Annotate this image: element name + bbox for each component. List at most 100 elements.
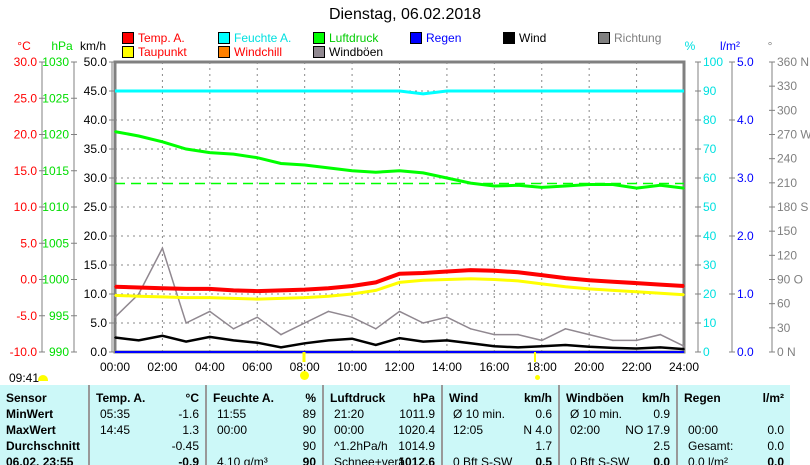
legend-label: Windböen xyxy=(329,45,384,59)
data-point xyxy=(256,298,259,300)
axis-tick-label-rain: 4.0 xyxy=(737,113,754,127)
legend-swatch xyxy=(122,46,134,58)
x-tick-label: 12:00 xyxy=(384,360,414,374)
data-point xyxy=(446,270,448,273)
axis-tick-label-wind: 50.0 xyxy=(84,55,108,69)
data-point xyxy=(185,340,187,343)
column-header: Regen xyxy=(684,391,721,405)
data-point xyxy=(327,310,330,313)
legend-item: Regen xyxy=(410,31,461,45)
data-point xyxy=(374,289,377,292)
data-point xyxy=(588,183,590,186)
cell-value: 0.0 xyxy=(767,439,784,453)
cell-value: 90 xyxy=(302,423,316,437)
table-column-temp-a-: Temp. A. °C 05:35 -1.6 14:45 1.3 -0.45 -0.9 xyxy=(88,385,207,465)
data-point xyxy=(374,171,377,173)
axis-tick-label-pressure: 1030 xyxy=(42,55,69,69)
data-point xyxy=(161,287,164,290)
column-unit: % xyxy=(305,391,316,405)
cell-value: 2.5 xyxy=(653,439,670,453)
axis-tick-label-wind: 30.0 xyxy=(84,171,108,185)
axis-tick-label-wind: 25.0 xyxy=(84,200,108,214)
axis-tick-label-humidity: 60 xyxy=(703,171,717,185)
data-point xyxy=(209,288,211,290)
column-unit: l/m² xyxy=(762,391,784,405)
data-point xyxy=(137,293,140,295)
axis-tick-label-temp: -5.0 xyxy=(16,309,37,323)
cell-note: 12:05 xyxy=(453,423,484,437)
cell-note: 14:45 xyxy=(100,423,131,437)
legend-swatch xyxy=(313,32,325,44)
data-point xyxy=(517,346,519,349)
axis-tick-label-pressure: 1010 xyxy=(42,200,69,214)
axis-tick-label-wind: 0.0 xyxy=(90,345,107,359)
axis-tick-label-pressure: 1020 xyxy=(42,128,69,142)
data-point xyxy=(351,285,353,287)
data-point xyxy=(540,186,543,189)
sunset-icon xyxy=(535,375,540,380)
cell-note: ^1.2hPa/h xyxy=(334,439,388,453)
data-point xyxy=(303,164,306,166)
axis-tick-label-direction: 120 xyxy=(777,248,797,262)
data-point xyxy=(209,336,211,338)
column-header: Wind xyxy=(449,391,479,405)
legend-item: Windchill xyxy=(218,45,282,59)
data-point xyxy=(209,151,211,154)
data-point xyxy=(422,279,425,282)
axis-tick-label-pressure: 990 xyxy=(49,345,69,359)
data-point xyxy=(635,339,638,342)
cell-note: 0 Bft S-SW xyxy=(453,455,513,465)
data-point xyxy=(185,296,187,299)
series-line-feuchte-a- xyxy=(115,89,684,96)
data-point xyxy=(493,270,496,272)
axis-unit-humidity: % xyxy=(685,39,696,53)
cell-value: N 4.0 xyxy=(523,423,552,437)
x-tick-label: 04:00 xyxy=(195,360,225,374)
axis-tick-label-humidity: 40 xyxy=(703,229,717,243)
data-point xyxy=(422,322,425,324)
table-column-sensor: Sensor MinWert MaxWert Durchschnitt 06.02. 2… xyxy=(0,385,88,465)
data-point xyxy=(612,280,614,283)
axis-tick-label-wind: 15.0 xyxy=(84,258,108,272)
cell-value: 0.0 xyxy=(767,423,784,437)
axis-tick-label-pressure: 1000 xyxy=(42,273,69,287)
axis-tick-label-pressure: 1025 xyxy=(42,91,69,105)
axis-tick-label-humidity: 30 xyxy=(703,258,717,272)
current-time: 09:41 xyxy=(9,371,40,385)
column-unit: °C xyxy=(185,391,199,405)
data-point xyxy=(683,187,685,189)
axis-tick-label-humidity: 70 xyxy=(703,142,717,156)
x-tick-label: 18:00 xyxy=(527,360,557,374)
data-point xyxy=(256,341,259,344)
data-point xyxy=(114,285,116,288)
data-point xyxy=(564,277,567,279)
data-point xyxy=(303,342,306,345)
axis-unit-wind: km/h xyxy=(80,39,106,53)
axis-tick-label-direction: 360 N xyxy=(777,55,809,69)
legend-item: Luftdruck xyxy=(313,31,378,45)
axis-tick-label-rain: 1.0 xyxy=(737,287,754,301)
data-point xyxy=(635,187,638,189)
data-point xyxy=(493,278,496,281)
data-point xyxy=(588,288,590,290)
cell-value: 90 xyxy=(302,439,316,453)
data-point xyxy=(398,281,401,284)
table-column-wind: Wind km/h Ø 10 min. 0.6 12:05 N 4.0 1.7 0 Bft S… xyxy=(441,385,560,465)
axis-tick-label-humidity: 50 xyxy=(703,200,717,214)
axis-tick-label-direction: 240 xyxy=(777,152,797,166)
data-point xyxy=(374,281,377,284)
legend-label: Regen xyxy=(426,31,462,45)
axis-tick-label-temp: 10.0 xyxy=(14,200,38,214)
row-label: MinWert xyxy=(6,407,54,421)
data-point xyxy=(540,345,543,348)
column-header: Windböen xyxy=(566,391,624,405)
data-point xyxy=(280,162,282,165)
cell-value: 0.0 xyxy=(767,455,784,465)
data-point xyxy=(540,283,543,285)
cell-note: 4.10 g/m³ xyxy=(217,455,268,465)
data-point xyxy=(683,345,685,348)
data-point xyxy=(374,344,377,346)
cell-note: 00:00 xyxy=(334,423,365,437)
cell-value: 1011.9 xyxy=(399,407,435,421)
data-point xyxy=(327,287,330,290)
